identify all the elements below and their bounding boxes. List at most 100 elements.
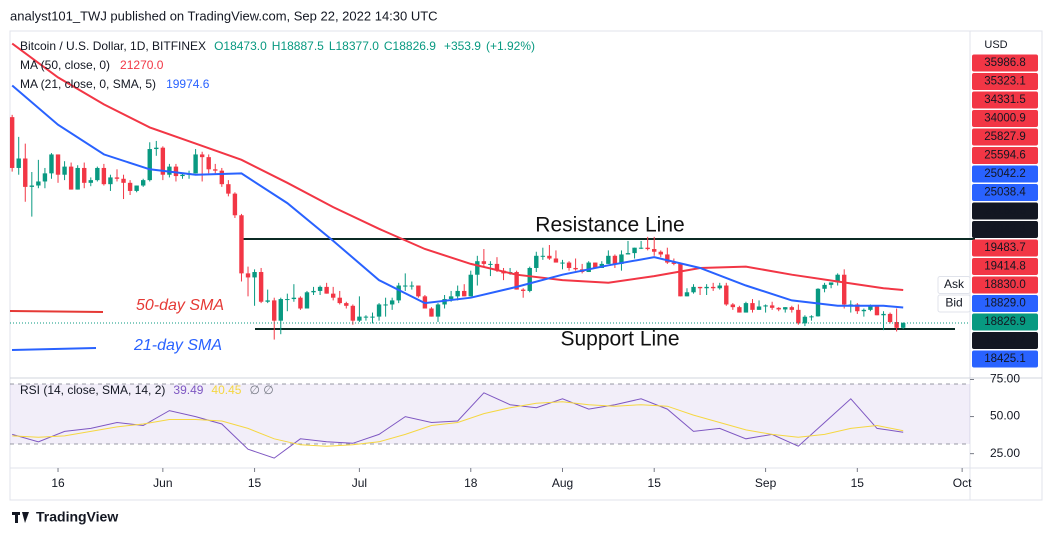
price-badge-label: 35986.8 bbox=[984, 57, 1026, 69]
rsi-na: ∅ ∅ bbox=[249, 383, 273, 397]
currency: USD bbox=[984, 39, 1007, 51]
price-badge bbox=[972, 313, 1038, 331]
candle-body bbox=[16, 158, 21, 168]
candle-body bbox=[671, 262, 677, 264]
candle-body bbox=[134, 185, 139, 191]
quote-tag-label: Ask bbox=[944, 277, 965, 291]
price-badge-label: 18829.0 bbox=[984, 298, 1026, 310]
candle-body bbox=[494, 263, 500, 271]
candle-body bbox=[789, 307, 794, 310]
candle-body bbox=[593, 262, 598, 268]
ohlc-value: (+1.92%) bbox=[486, 39, 535, 53]
rsi-tick-label: 75.00 bbox=[990, 372, 1020, 386]
indicator-line bbox=[12, 392, 904, 459]
candle-body bbox=[160, 147, 166, 175]
price-badge bbox=[972, 202, 1038, 220]
candle-body bbox=[337, 297, 342, 304]
candle-body bbox=[796, 309, 801, 324]
candle-body bbox=[475, 261, 480, 275]
candle-body bbox=[435, 304, 441, 317]
candle-body bbox=[619, 254, 624, 264]
symbol: Bitcoin / U.S. Dollar, 1D, BITFINEX bbox=[20, 39, 206, 53]
annotation: 21-day SMA bbox=[133, 337, 222, 354]
candle-body bbox=[900, 323, 906, 328]
candle-body bbox=[42, 173, 48, 182]
candle-body bbox=[278, 299, 283, 321]
candle-body bbox=[769, 305, 775, 308]
x-tick-label: Aug bbox=[552, 476, 573, 490]
candle-body bbox=[566, 262, 572, 268]
price-badge bbox=[972, 73, 1038, 90]
candle-body bbox=[645, 247, 650, 250]
candle-body bbox=[245, 273, 251, 278]
price-badge bbox=[972, 110, 1038, 127]
publisher: analyst101_TWJ published on TradingView.… bbox=[10, 8, 438, 23]
quote-tag bbox=[937, 294, 971, 313]
candle-body bbox=[206, 157, 211, 170]
candle-body bbox=[534, 255, 539, 268]
x-tick-label: 18 bbox=[464, 476, 478, 490]
annotation: 50-day SMA bbox=[136, 297, 224, 314]
candle-body bbox=[324, 286, 329, 294]
candle-body bbox=[697, 286, 703, 289]
candle-body bbox=[101, 167, 107, 185]
candle-body bbox=[55, 154, 61, 175]
candle-body bbox=[868, 305, 873, 310]
price-badge-label: 24042.3 bbox=[984, 224, 1026, 236]
candle-body bbox=[710, 286, 716, 289]
x-tick-label: Jun bbox=[153, 476, 172, 490]
candle-body bbox=[606, 255, 611, 264]
candle-body bbox=[783, 307, 788, 310]
ma-name: MA (50, close, 0) bbox=[20, 58, 110, 72]
x-tick-label: 16 bbox=[51, 476, 65, 490]
candle-body bbox=[232, 193, 238, 216]
price-badge-label: 34000.9 bbox=[984, 113, 1026, 125]
candle-body bbox=[49, 154, 54, 174]
ma-legend: MA (21, close, 0, SMA, 5) 19974.6 bbox=[20, 77, 210, 91]
candle-body bbox=[448, 296, 454, 300]
candle-body bbox=[462, 290, 467, 297]
candle-body bbox=[835, 274, 840, 283]
price-badge-label: 25827.9 bbox=[984, 131, 1026, 143]
footer-logo: TradingView bbox=[12, 509, 118, 525]
candle-body bbox=[724, 285, 729, 305]
candle-body bbox=[88, 180, 93, 183]
candle-body bbox=[9, 117, 15, 168]
candle-body bbox=[213, 169, 218, 171]
candle-body bbox=[140, 180, 146, 186]
candle-body bbox=[652, 249, 657, 252]
candle-body bbox=[82, 167, 87, 183]
candle-body bbox=[95, 167, 100, 181]
price-badge-label: 19483.7 bbox=[984, 242, 1026, 254]
candle-body bbox=[514, 272, 519, 290]
x-tick-label: Oct bbox=[953, 476, 972, 490]
price-badge-label: 18826.9 bbox=[984, 316, 1026, 328]
quote-tag-label: Bid bbox=[945, 296, 962, 310]
candle-body bbox=[638, 247, 644, 249]
rsi-tick-label: 50.00 bbox=[990, 409, 1020, 423]
price-badge bbox=[972, 91, 1038, 109]
price-badge-label: 25594.6 bbox=[984, 150, 1026, 162]
footer-brand: TradingView bbox=[36, 509, 118, 525]
price-badge bbox=[972, 147, 1038, 164]
candle-body bbox=[822, 284, 827, 289]
ohlc-value: O18473.0 bbox=[214, 39, 267, 53]
price-badge bbox=[972, 350, 1038, 368]
price-badge-label: 35323.1 bbox=[984, 76, 1026, 88]
price-badge-label: 25038.4 bbox=[984, 187, 1026, 199]
candle-body bbox=[121, 178, 126, 183]
candle-body bbox=[455, 290, 460, 297]
ohlc-value: C18826.9 bbox=[384, 39, 436, 53]
ohlc-value: +353.9 bbox=[444, 39, 481, 53]
candle-body bbox=[828, 282, 834, 285]
indicator-line bbox=[11, 42, 904, 291]
candle-body bbox=[298, 297, 303, 309]
candle-body bbox=[154, 147, 159, 150]
rsi-tick-label: 25.00 bbox=[990, 446, 1020, 460]
candle-body bbox=[717, 285, 722, 289]
rsi-name: RSI (14, close, SMA, 14, 2) bbox=[20, 383, 165, 397]
candle-body bbox=[193, 154, 198, 174]
candle-body bbox=[658, 251, 663, 255]
candle-body bbox=[330, 293, 336, 298]
